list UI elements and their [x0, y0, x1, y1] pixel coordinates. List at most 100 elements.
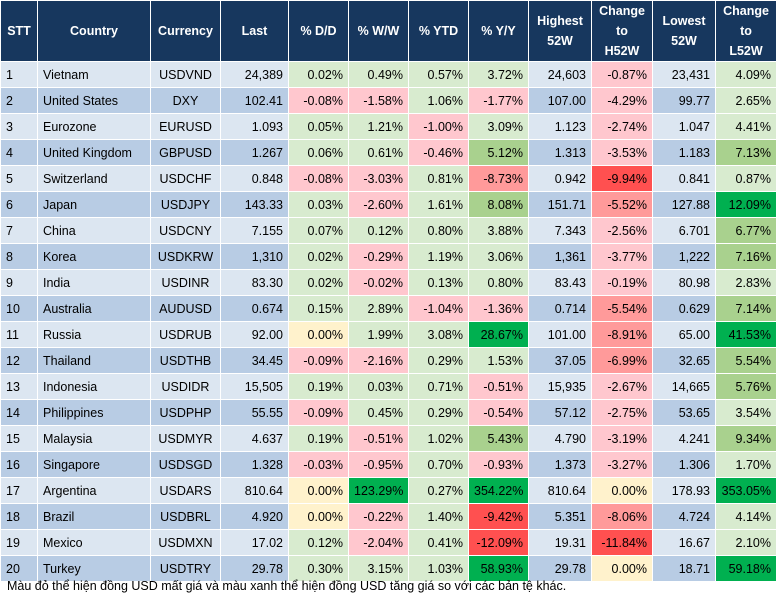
table-row: 11 Russia USDRUB 92.00 0.00% 1.99% 3.08% 28.67%… [0, 321, 777, 348]
cell-lowest-52w: 1.306 [652, 451, 716, 478]
cell-country: India [37, 269, 151, 296]
cell-country: Thailand [37, 347, 151, 374]
cell-highest-52w: 5.351 [528, 503, 592, 530]
cell-change-to-l52w: 0.87% [715, 165, 777, 192]
cell-pct-dd: 0.00% [288, 503, 349, 530]
cell-change-to-l52w: 2.65% [715, 87, 777, 114]
cell-change-to-l52w: 59.18% [715, 555, 777, 582]
cell-pct-yy: -8.73% [468, 165, 529, 192]
cell-pct-yy: 5.12% [468, 139, 529, 166]
cell-last: 4.920 [220, 503, 289, 530]
cell-change-to-h52w: -2.75% [591, 399, 653, 426]
header-chh-line1: Change [599, 4, 645, 18]
cell-currency: USDPHP [150, 399, 221, 426]
cell-last: 7.155 [220, 217, 289, 244]
cell-lowest-52w: 6.701 [652, 217, 716, 244]
cell-currency: USDINR [150, 269, 221, 296]
cell-pct-ytd: 0.71% [408, 373, 469, 400]
cell-currency: USDTHB [150, 347, 221, 374]
cell-lowest-52w: 80.98 [652, 269, 716, 296]
cell-change-to-l52w: 7.13% [715, 139, 777, 166]
header-last: Last [220, 0, 289, 62]
cell-country: Singapore [37, 451, 151, 478]
cell-lowest-52w: 65.00 [652, 321, 716, 348]
cell-stt: 6 [0, 191, 38, 218]
cell-lowest-52w: 0.841 [652, 165, 716, 192]
cell-lowest-52w: 1.183 [652, 139, 716, 166]
cell-pct-yy: 28.67% [468, 321, 529, 348]
cell-last: 1.267 [220, 139, 289, 166]
cell-change-to-h52w: -9.94% [591, 165, 653, 192]
cell-pct-yy: -9.42% [468, 503, 529, 530]
cell-change-to-l52w: 353.05% [715, 477, 777, 504]
cell-change-to-h52w: -3.27% [591, 451, 653, 478]
cell-pct-ytd: 1.06% [408, 87, 469, 114]
table-row: 5 Switzerland USDCHF 0.848 -0.08% -3.03% 0.81%… [0, 165, 777, 192]
cell-currency: USDKRW [150, 243, 221, 270]
cell-pct-ytd: 1.02% [408, 425, 469, 452]
cell-pct-ww: 1.21% [348, 113, 409, 140]
cell-change-to-l52w: 4.41% [715, 113, 777, 140]
cell-last: 1,310 [220, 243, 289, 270]
cell-change-to-h52w: 0.00% [591, 555, 653, 582]
cell-last: 1.328 [220, 451, 289, 478]
cell-country: Indonesia [37, 373, 151, 400]
cell-country: United States [37, 87, 151, 114]
cell-country: Russia [37, 321, 151, 348]
cell-pct-ww: 1.99% [348, 321, 409, 348]
cell-last: 143.33 [220, 191, 289, 218]
cell-change-to-h52w: -5.52% [591, 191, 653, 218]
table-row: 17 Argentina USDARS 810.64 0.00% 123.29% 0.27%… [0, 477, 777, 504]
cell-lowest-52w: 178.93 [652, 477, 716, 504]
cell-change-to-h52w: -3.77% [591, 243, 653, 270]
cell-change-to-l52w: 4.09% [715, 61, 777, 88]
cell-change-to-h52w: -2.67% [591, 373, 653, 400]
cell-highest-52w: 15,935 [528, 373, 592, 400]
cell-highest-52w: 29.78 [528, 555, 592, 582]
cell-currency: USDCHF [150, 165, 221, 192]
header-highest-line2: 52W [547, 34, 573, 48]
table-row: 18 Brazil USDBRL 4.920 0.00% -0.22% 1.40% -9.42… [0, 503, 777, 530]
cell-pct-ytd: -1.00% [408, 113, 469, 140]
cell-country: Japan [37, 191, 151, 218]
cell-change-to-h52w: -8.06% [591, 503, 653, 530]
cell-pct-ytd: 0.13% [408, 269, 469, 296]
cell-lowest-52w: 99.77 [652, 87, 716, 114]
cell-stt: 7 [0, 217, 38, 244]
cell-pct-dd: 0.12% [288, 529, 349, 556]
cell-pct-dd: 0.06% [288, 139, 349, 166]
cell-change-to-h52w: -3.53% [591, 139, 653, 166]
cell-lowest-52w: 0.629 [652, 295, 716, 322]
cell-change-to-h52w: 0.00% [591, 477, 653, 504]
cell-currency: AUDUSD [150, 295, 221, 322]
cell-pct-ytd: 1.19% [408, 243, 469, 270]
cell-last: 1.093 [220, 113, 289, 140]
cell-country: Vietnam [37, 61, 151, 88]
table-row: 10 Australia AUDUSD 0.674 0.15% 2.89% -1.04% -1… [0, 295, 777, 322]
cell-country: China [37, 217, 151, 244]
header-dd: % D/D [288, 0, 349, 62]
cell-pct-ww: 0.12% [348, 217, 409, 244]
cell-pct-yy: -1.36% [468, 295, 529, 322]
cell-currency: USDJPY [150, 191, 221, 218]
table-row: 20 Turkey USDTRY 29.78 0.30% 3.15% 1.03% 58.93%… [0, 555, 777, 582]
table-row: 7 China USDCNY 7.155 0.07% 0.12% 0.80% 3.88% 7.3… [0, 217, 777, 244]
cell-currency: GBPUSD [150, 139, 221, 166]
cell-change-to-l52w: 9.34% [715, 425, 777, 452]
header-stt: STT [0, 0, 38, 62]
cell-highest-52w: 7.343 [528, 217, 592, 244]
cell-pct-dd: 0.03% [288, 191, 349, 218]
cell-highest-52w: 151.71 [528, 191, 592, 218]
cell-change-to-h52w: -2.74% [591, 113, 653, 140]
cell-highest-52w: 810.64 [528, 477, 592, 504]
cell-stt: 8 [0, 243, 38, 270]
table-row: 4 United Kingdom GBPUSD 1.267 0.06% 0.61% -0.4… [0, 139, 777, 166]
cell-pct-ww: -0.51% [348, 425, 409, 452]
cell-lowest-52w: 4.241 [652, 425, 716, 452]
cell-pct-dd: 0.05% [288, 113, 349, 140]
cell-change-to-h52w: -4.29% [591, 87, 653, 114]
cell-stt: 4 [0, 139, 38, 166]
cell-last: 92.00 [220, 321, 289, 348]
header-chh-line3: H52W [604, 44, 640, 58]
cell-pct-ytd: 0.27% [408, 477, 469, 504]
